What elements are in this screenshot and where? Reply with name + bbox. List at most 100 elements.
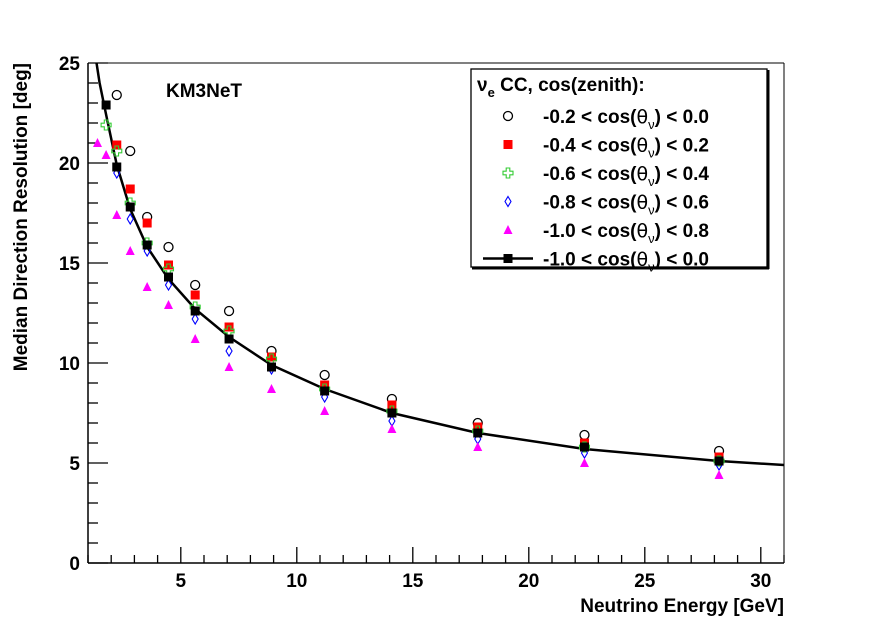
data-point-series-6 bbox=[142, 240, 152, 250]
legend-label-theta: θ bbox=[636, 220, 648, 242]
data-point-series-6 bbox=[224, 334, 234, 344]
x-tick-label: 5 bbox=[176, 571, 187, 592]
legend-label-pre: -1.0 < cos( bbox=[543, 250, 637, 271]
data-point-series-4 bbox=[191, 312, 199, 326]
legend-label-2: -0.4 < cos(θν) < 0.2 bbox=[543, 135, 709, 161]
data-point-series-6 bbox=[387, 408, 397, 418]
data-point-series-2 bbox=[190, 290, 200, 300]
legend-label-post: ) < 0.2 bbox=[655, 136, 709, 157]
legend-label-theta: θ bbox=[636, 192, 648, 214]
data-point-series-5 bbox=[164, 300, 174, 309]
x-tick-label: 30 bbox=[750, 571, 771, 592]
data-point-series-2 bbox=[164, 260, 174, 270]
data-point-series-5 bbox=[714, 470, 724, 479]
legend-header-nu: ν bbox=[477, 75, 488, 96]
data-point-series-1 bbox=[111, 89, 122, 101]
legend-label-pre: -0.6 < cos( bbox=[543, 164, 637, 185]
legend-label-post: ) < 0.0 bbox=[655, 107, 709, 128]
legend-label-theta: θ bbox=[636, 249, 648, 271]
data-point-series-6 bbox=[112, 162, 122, 172]
data-point-series-6 bbox=[190, 306, 200, 316]
data-point-series-3 bbox=[111, 145, 123, 157]
legend-label-5: -1.0 < cos(θν) < 0.8 bbox=[543, 220, 709, 246]
x-tick-label: 25 bbox=[634, 571, 656, 592]
fit-curve-line bbox=[95, 63, 784, 467]
data-point-series-1 bbox=[125, 145, 136, 157]
x-tick-label: 10 bbox=[286, 571, 307, 592]
data-point-series-3 bbox=[100, 119, 112, 131]
data-point-series-5 bbox=[125, 246, 135, 255]
x-axis-title: Neutrino Energy [GeV] bbox=[580, 596, 784, 617]
data-point-series-5 bbox=[112, 210, 122, 219]
data-point-series-6 bbox=[164, 272, 174, 282]
legend-label-nu-sub: ν bbox=[648, 174, 655, 189]
y-axis-title: Median Direction Resolution [deg] bbox=[11, 63, 32, 371]
chart-title: KM3NeT bbox=[166, 81, 242, 102]
data-point-series-5 bbox=[224, 362, 234, 371]
data-point-series-1 bbox=[223, 305, 235, 317]
data-point-series-6 bbox=[125, 202, 135, 212]
data-point-series-5 bbox=[101, 150, 111, 159]
legend-label-pre: -0.2 < cos( bbox=[543, 107, 637, 128]
data-point-series-1 bbox=[190, 279, 201, 291]
legend-label-theta: θ bbox=[636, 135, 648, 157]
data-point-series-5 bbox=[93, 138, 103, 147]
legend-marker-1 bbox=[502, 110, 514, 122]
data-point-series-5 bbox=[190, 334, 200, 343]
data-point-series-4 bbox=[126, 212, 134, 226]
legend-label-4: -0.8 < cos(θν) < 0.6 bbox=[543, 192, 709, 218]
data-point-series-1 bbox=[163, 241, 174, 253]
legend-label-pre: -0.8 < cos( bbox=[543, 193, 637, 214]
legend-marker-6 bbox=[503, 254, 513, 263]
y-tick-label: 10 bbox=[59, 354, 80, 375]
data-point-series-2 bbox=[142, 218, 152, 228]
data-point-series-6 bbox=[101, 100, 111, 110]
data-point-series-2 bbox=[387, 400, 397, 410]
y-tick-label: 0 bbox=[69, 554, 80, 575]
data-point-series-4 bbox=[164, 278, 173, 292]
legend-marker-2 bbox=[503, 140, 513, 149]
legend-marker-5 bbox=[503, 225, 513, 234]
data-point-series-2 bbox=[112, 140, 122, 150]
data-point-series-2 bbox=[473, 422, 483, 432]
legend-label-post: ) < 0.6 bbox=[655, 193, 709, 214]
legend-header-sub: e bbox=[488, 85, 495, 100]
legend-label-pre: -0.4 < cos( bbox=[543, 136, 637, 157]
x-tick-label: 20 bbox=[518, 571, 539, 592]
y-tick-label: 5 bbox=[69, 454, 80, 475]
x-tick-label: 15 bbox=[402, 571, 424, 592]
data-points-layer bbox=[93, 89, 725, 479]
legend: νe CC, cos(zenith):-0.2 < cos(θν) < 0.0-… bbox=[470, 68, 770, 275]
y-tick-label: 20 bbox=[59, 154, 80, 175]
axes: 5 10 15 20 25 30 0 5 10 15 20 25 bbox=[59, 54, 785, 592]
data-point-series-2 bbox=[125, 184, 135, 194]
legend-label-theta: θ bbox=[636, 163, 648, 185]
legend-label-1: -0.2 < cos(θν) < 0.0 bbox=[543, 106, 709, 132]
legend-header-rest: CC, cos(zenith): bbox=[495, 75, 645, 96]
legend-label-nu-sub: ν bbox=[648, 146, 655, 161]
data-point-series-5 bbox=[473, 442, 483, 451]
legend-label-post: ) < 0.4 bbox=[655, 164, 710, 185]
y-tick-label: 15 bbox=[59, 254, 81, 275]
legend-label-3: -0.6 < cos(θν) < 0.4 bbox=[543, 163, 709, 189]
legend-label-nu-sub: ν bbox=[648, 203, 655, 218]
legend-label-nu-sub: ν bbox=[648, 260, 655, 275]
data-point-series-2 bbox=[224, 322, 234, 332]
data-point-series-5 bbox=[267, 384, 277, 393]
data-point-series-6 bbox=[320, 386, 330, 396]
data-point-series-6 bbox=[579, 442, 589, 452]
legend-label-6: -1.0 < cos(θν) < 0.0 bbox=[543, 249, 709, 275]
legend-label-post: ) < 0.0 bbox=[655, 250, 709, 271]
legend-label-nu-sub: ν bbox=[648, 117, 655, 132]
data-point-series-6 bbox=[473, 428, 483, 438]
data-point-series-4 bbox=[225, 344, 233, 358]
legend-label-pre: -1.0 < cos( bbox=[543, 221, 637, 242]
data-point-series-2 bbox=[267, 352, 277, 362]
data-point-series-5 bbox=[579, 458, 589, 467]
fit-curve-layer bbox=[95, 63, 784, 467]
legend-box bbox=[470, 68, 768, 268]
legend-label-post: ) < 0.8 bbox=[655, 221, 709, 242]
legend-marker-4 bbox=[504, 195, 512, 208]
data-point-series-1 bbox=[319, 369, 330, 381]
